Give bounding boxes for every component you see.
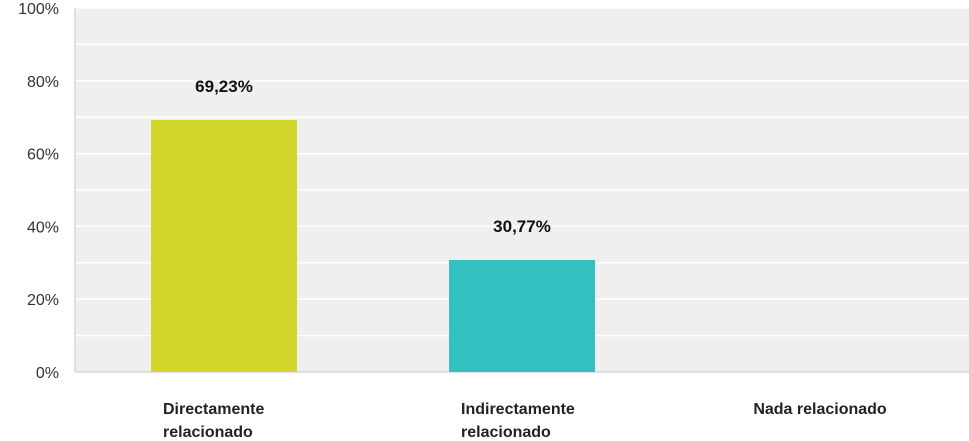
- category-label: Directamente: [163, 401, 264, 418]
- bar: [151, 120, 297, 372]
- data-label: 30,77%: [493, 217, 551, 236]
- category-label: Nada relacionado: [753, 401, 887, 418]
- category-labels: Directamente relacionado Indirectamente rel…: [163, 401, 887, 441]
- y-tick-label: 0%: [36, 365, 59, 382]
- y-tick-label: 20%: [27, 292, 59, 309]
- category-label: Indirectamente: [461, 401, 575, 418]
- y-tick-label: 60%: [27, 147, 59, 164]
- category-label: relacionado: [163, 424, 253, 441]
- y-axis-tick-labels: 0% 20% 40% 60% 80% 100%: [18, 1, 59, 382]
- y-tick-label: 80%: [27, 74, 59, 91]
- y-tick-label: 40%: [27, 219, 59, 236]
- category-label: relacionado: [461, 424, 551, 441]
- bars: [151, 120, 595, 372]
- y-tick-label: 100%: [18, 1, 59, 18]
- bar: [449, 259, 595, 372]
- data-labels: 69,23% 30,77%: [195, 77, 551, 236]
- data-label: 69,23%: [195, 77, 253, 96]
